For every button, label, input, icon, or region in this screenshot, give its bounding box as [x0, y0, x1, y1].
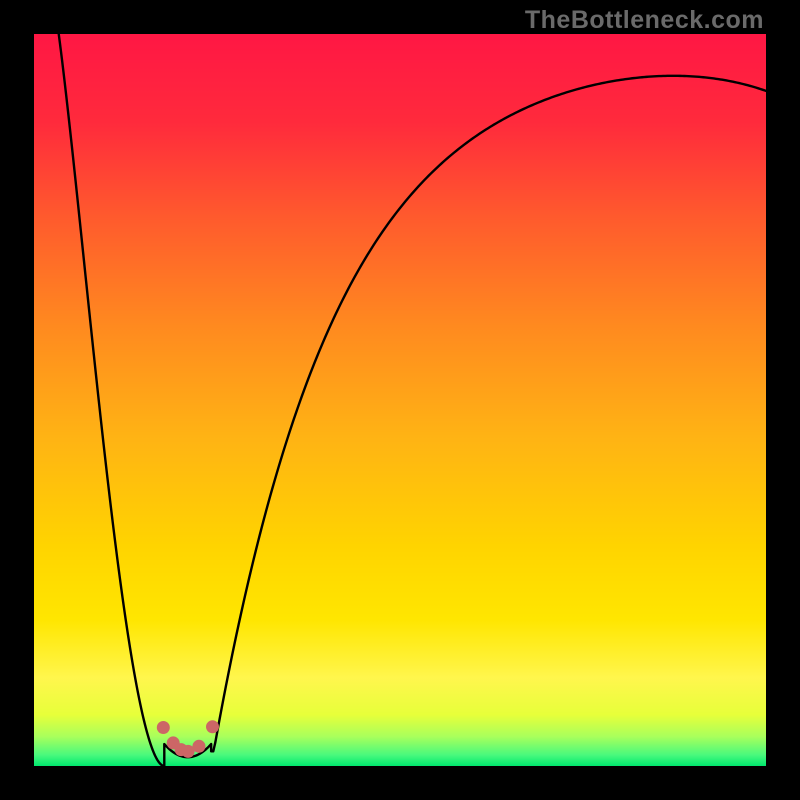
watermark-label: TheBottleneck.com: [525, 6, 764, 35]
bottleneck-chart-canvas: [0, 0, 800, 800]
